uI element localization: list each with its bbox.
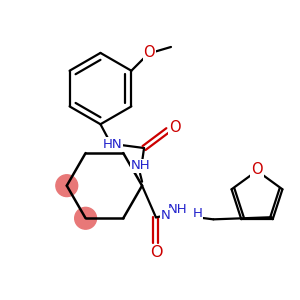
Text: NH: NH — [168, 203, 188, 216]
Text: O: O — [251, 162, 263, 177]
Text: HN: HN — [103, 138, 122, 151]
Text: NH: NH — [130, 159, 150, 172]
Circle shape — [75, 207, 97, 229]
Text: H: H — [193, 207, 202, 220]
Text: N: N — [161, 209, 171, 222]
Circle shape — [56, 175, 78, 196]
Text: O: O — [169, 120, 181, 135]
Text: O: O — [143, 45, 155, 60]
Text: O: O — [150, 244, 162, 260]
